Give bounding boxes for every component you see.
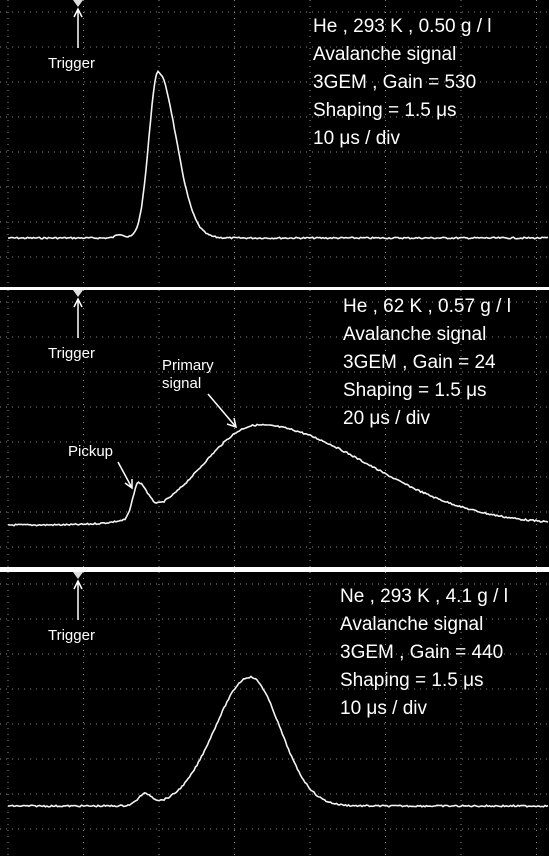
screen (0, 0, 549, 287)
scope-panel: Trigger Ne , 293 K , 4.1 g / l Avalanche s… (0, 572, 549, 856)
info-line: 10 μs / div (313, 128, 400, 149)
trigger-label: Trigger (48, 55, 95, 72)
info-line: Shaping = 1.5 μs (343, 380, 487, 401)
trigger-label: Trigger (48, 345, 95, 362)
info-line: Avalanche signal (340, 614, 483, 635)
info-line: 20 μs / div (343, 408, 430, 429)
info-line: 3GEM , Gain = 440 (340, 642, 503, 663)
info-line: 3GEM , Gain = 530 (313, 72, 476, 93)
annotation: Pickup (68, 443, 113, 460)
scope-panel: Trigger He , 62 K , 0.57 g / l Avalanche s… (0, 290, 549, 567)
trigger-label: Trigger (48, 627, 95, 644)
info-line: Avalanche signal (313, 44, 456, 65)
info-line: He , 293 K , 0.50 g / l (313, 16, 492, 37)
info-line: 10 μs / div (340, 698, 427, 719)
page: Trigger He , 293 K , 0.50 g / l Avalanche … (0, 0, 549, 856)
annotation: Primary (162, 357, 214, 374)
info-line: Shaping = 1.5 μs (340, 670, 484, 691)
figure: Trigger He , 293 K , 0.50 g / l Avalanche … (0, 0, 549, 856)
info-line: Ne , 293 K , 4.1 g / l (340, 586, 508, 607)
info-line: Avalanche signal (343, 324, 486, 345)
scope-panel: Trigger He , 293 K , 0.50 g / l Avalanche … (0, 0, 549, 287)
annotation: signal (162, 375, 201, 392)
info-line: 3GEM , Gain = 24 (343, 352, 496, 373)
info-line: He , 62 K , 0.57 g / l (343, 296, 511, 317)
info-line: Shaping = 1.5 μs (313, 100, 457, 121)
